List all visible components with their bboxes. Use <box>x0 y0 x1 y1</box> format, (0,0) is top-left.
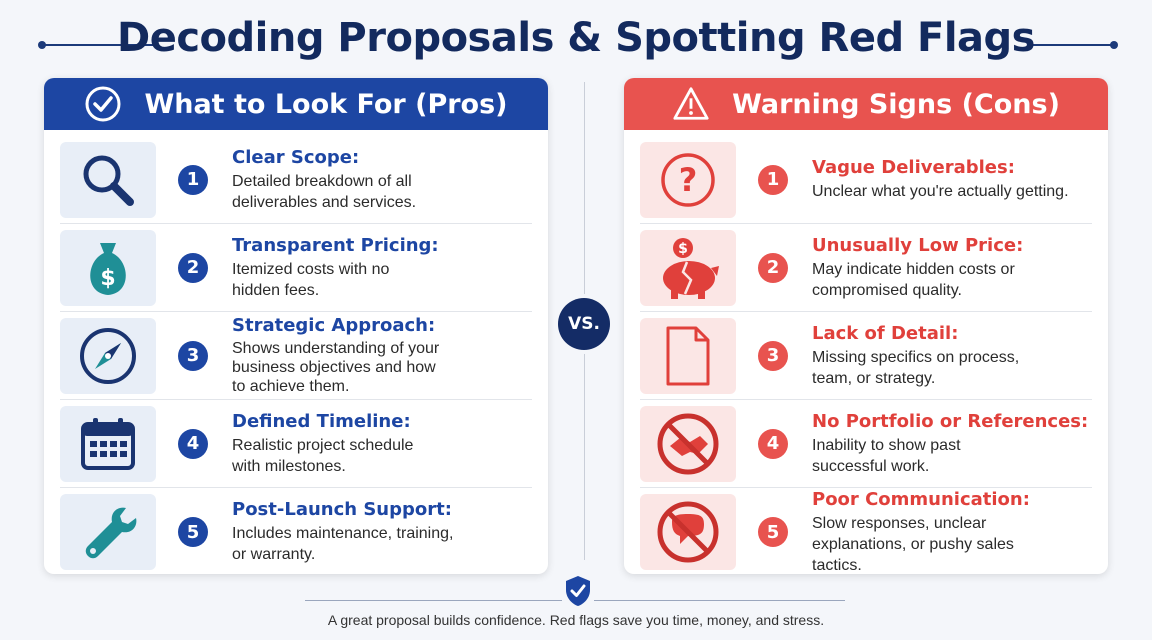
pros-header: What to Look For (Pros) <box>44 78 548 130</box>
money-bag-icon: $ <box>60 229 156 306</box>
pros-item: $ 2 Transparent Pricing: Itemized costs … <box>60 224 532 312</box>
item-number: 5 <box>758 517 788 547</box>
item-number: 5 <box>178 517 208 547</box>
compass-icon <box>60 317 156 394</box>
pros-header-label: What to Look For (Pros) <box>144 88 508 120</box>
item-title: Poor Communication: <box>812 488 1030 510</box>
pros-item: 3 Strategic Approach: Shows understandin… <box>60 312 532 400</box>
item-title: No Portfolio or References: <box>812 410 1089 432</box>
pros-item: 5 Post-Launch Support: Includes maintena… <box>60 488 532 574</box>
item-desc: Detailed breakdown of all deliverables a… <box>232 172 417 211</box>
item-number: 4 <box>758 428 788 459</box>
title-row: Decoding Proposals & Spotting Red Flags <box>0 8 1152 68</box>
page-title: Decoding Proposals & Spotting Red Flags <box>117 15 1035 61</box>
item-title: Strategic Approach: <box>232 315 436 336</box>
question-icon: ? <box>640 141 736 218</box>
item-title: Vague Deliverables: <box>812 157 1015 178</box>
calendar-icon <box>60 405 156 482</box>
cons-item: ? 1 Vague Deliverables: Unclear what you… <box>640 136 1092 224</box>
pros-item: 1 Clear Scope: Detailed breakdown of all… <box>60 136 532 224</box>
cons-header-label: Warning Signs (Cons) <box>732 88 1060 120</box>
item-title: Lack of Detail: <box>812 322 959 344</box>
warning-triangle-icon <box>672 85 710 123</box>
cons-item: $ 2 Unusually Low Price: May indicate hi… <box>640 224 1092 312</box>
no-handshake-icon <box>640 405 736 482</box>
item-title: Unusually Low Price: <box>812 234 1024 256</box>
magnifier-icon <box>60 141 156 218</box>
title-rule-left <box>38 41 158 49</box>
item-number: 3 <box>758 340 788 371</box>
item-number: 2 <box>758 252 788 283</box>
item-title: Post-Launch Support: <box>232 499 452 520</box>
item-desc: May indicate hidden costs or compromised… <box>812 260 1015 299</box>
vs-badge: VS. <box>558 298 610 350</box>
item-desc: Missing specifics on process, team, or s… <box>812 348 1020 387</box>
cons-panel: Warning Signs (Cons) ? 1 Vague Deliverab… <box>624 78 1108 574</box>
cons-item: 5 Poor Communication: Slow responses, un… <box>640 488 1092 574</box>
item-title: Transparent Pricing: <box>232 234 439 256</box>
item-number: 3 <box>178 340 208 371</box>
item-number: 2 <box>178 252 208 283</box>
item-number: 1 <box>178 164 208 195</box>
item-desc: Realistic project schedule with mileston… <box>232 436 414 475</box>
cons-item: 3 Lack of Detail: Missing specifics on p… <box>640 312 1092 400</box>
item-desc: Includes maintenance, training, or warra… <box>232 525 454 563</box>
item-number: 4 <box>178 428 208 459</box>
no-chat-icon <box>640 494 736 570</box>
item-title: Clear Scope: <box>232 146 360 168</box>
item-desc: Inability to show past successful work. <box>812 436 961 475</box>
blank-document-icon <box>640 317 736 394</box>
item-desc: Itemized costs with no hidden fees. <box>232 260 390 299</box>
title-rule-right <box>1032 41 1118 49</box>
check-circle-icon <box>84 85 122 123</box>
svg-text:?: ? <box>679 161 698 199</box>
item-desc: Unclear what you're actually getting. <box>812 183 1069 200</box>
broken-piggy-bank-icon: $ <box>640 229 736 306</box>
pros-item: 4 Defined Timeline: Realistic project sc… <box>60 400 532 488</box>
footer-text: A great proposal builds confidence. Red … <box>327 612 825 628</box>
svg-text:$: $ <box>678 241 688 257</box>
pros-panel: What to Look For (Pros) 1 Clear Scope: D… <box>44 78 548 574</box>
item-number: 1 <box>758 164 788 195</box>
item-desc: Slow responses, unclear explanations, or… <box>812 514 1014 574</box>
cons-item: 4 No Portfolio or References: Inability … <box>640 400 1092 488</box>
shield-check-icon <box>562 574 594 610</box>
item-desc: Shows understanding of your business obj… <box>232 340 440 395</box>
item-title: Defined Timeline: <box>232 410 411 432</box>
cons-header: Warning Signs (Cons) <box>624 78 1108 130</box>
wrench-icon <box>60 494 156 570</box>
svg-text:$: $ <box>100 266 115 291</box>
